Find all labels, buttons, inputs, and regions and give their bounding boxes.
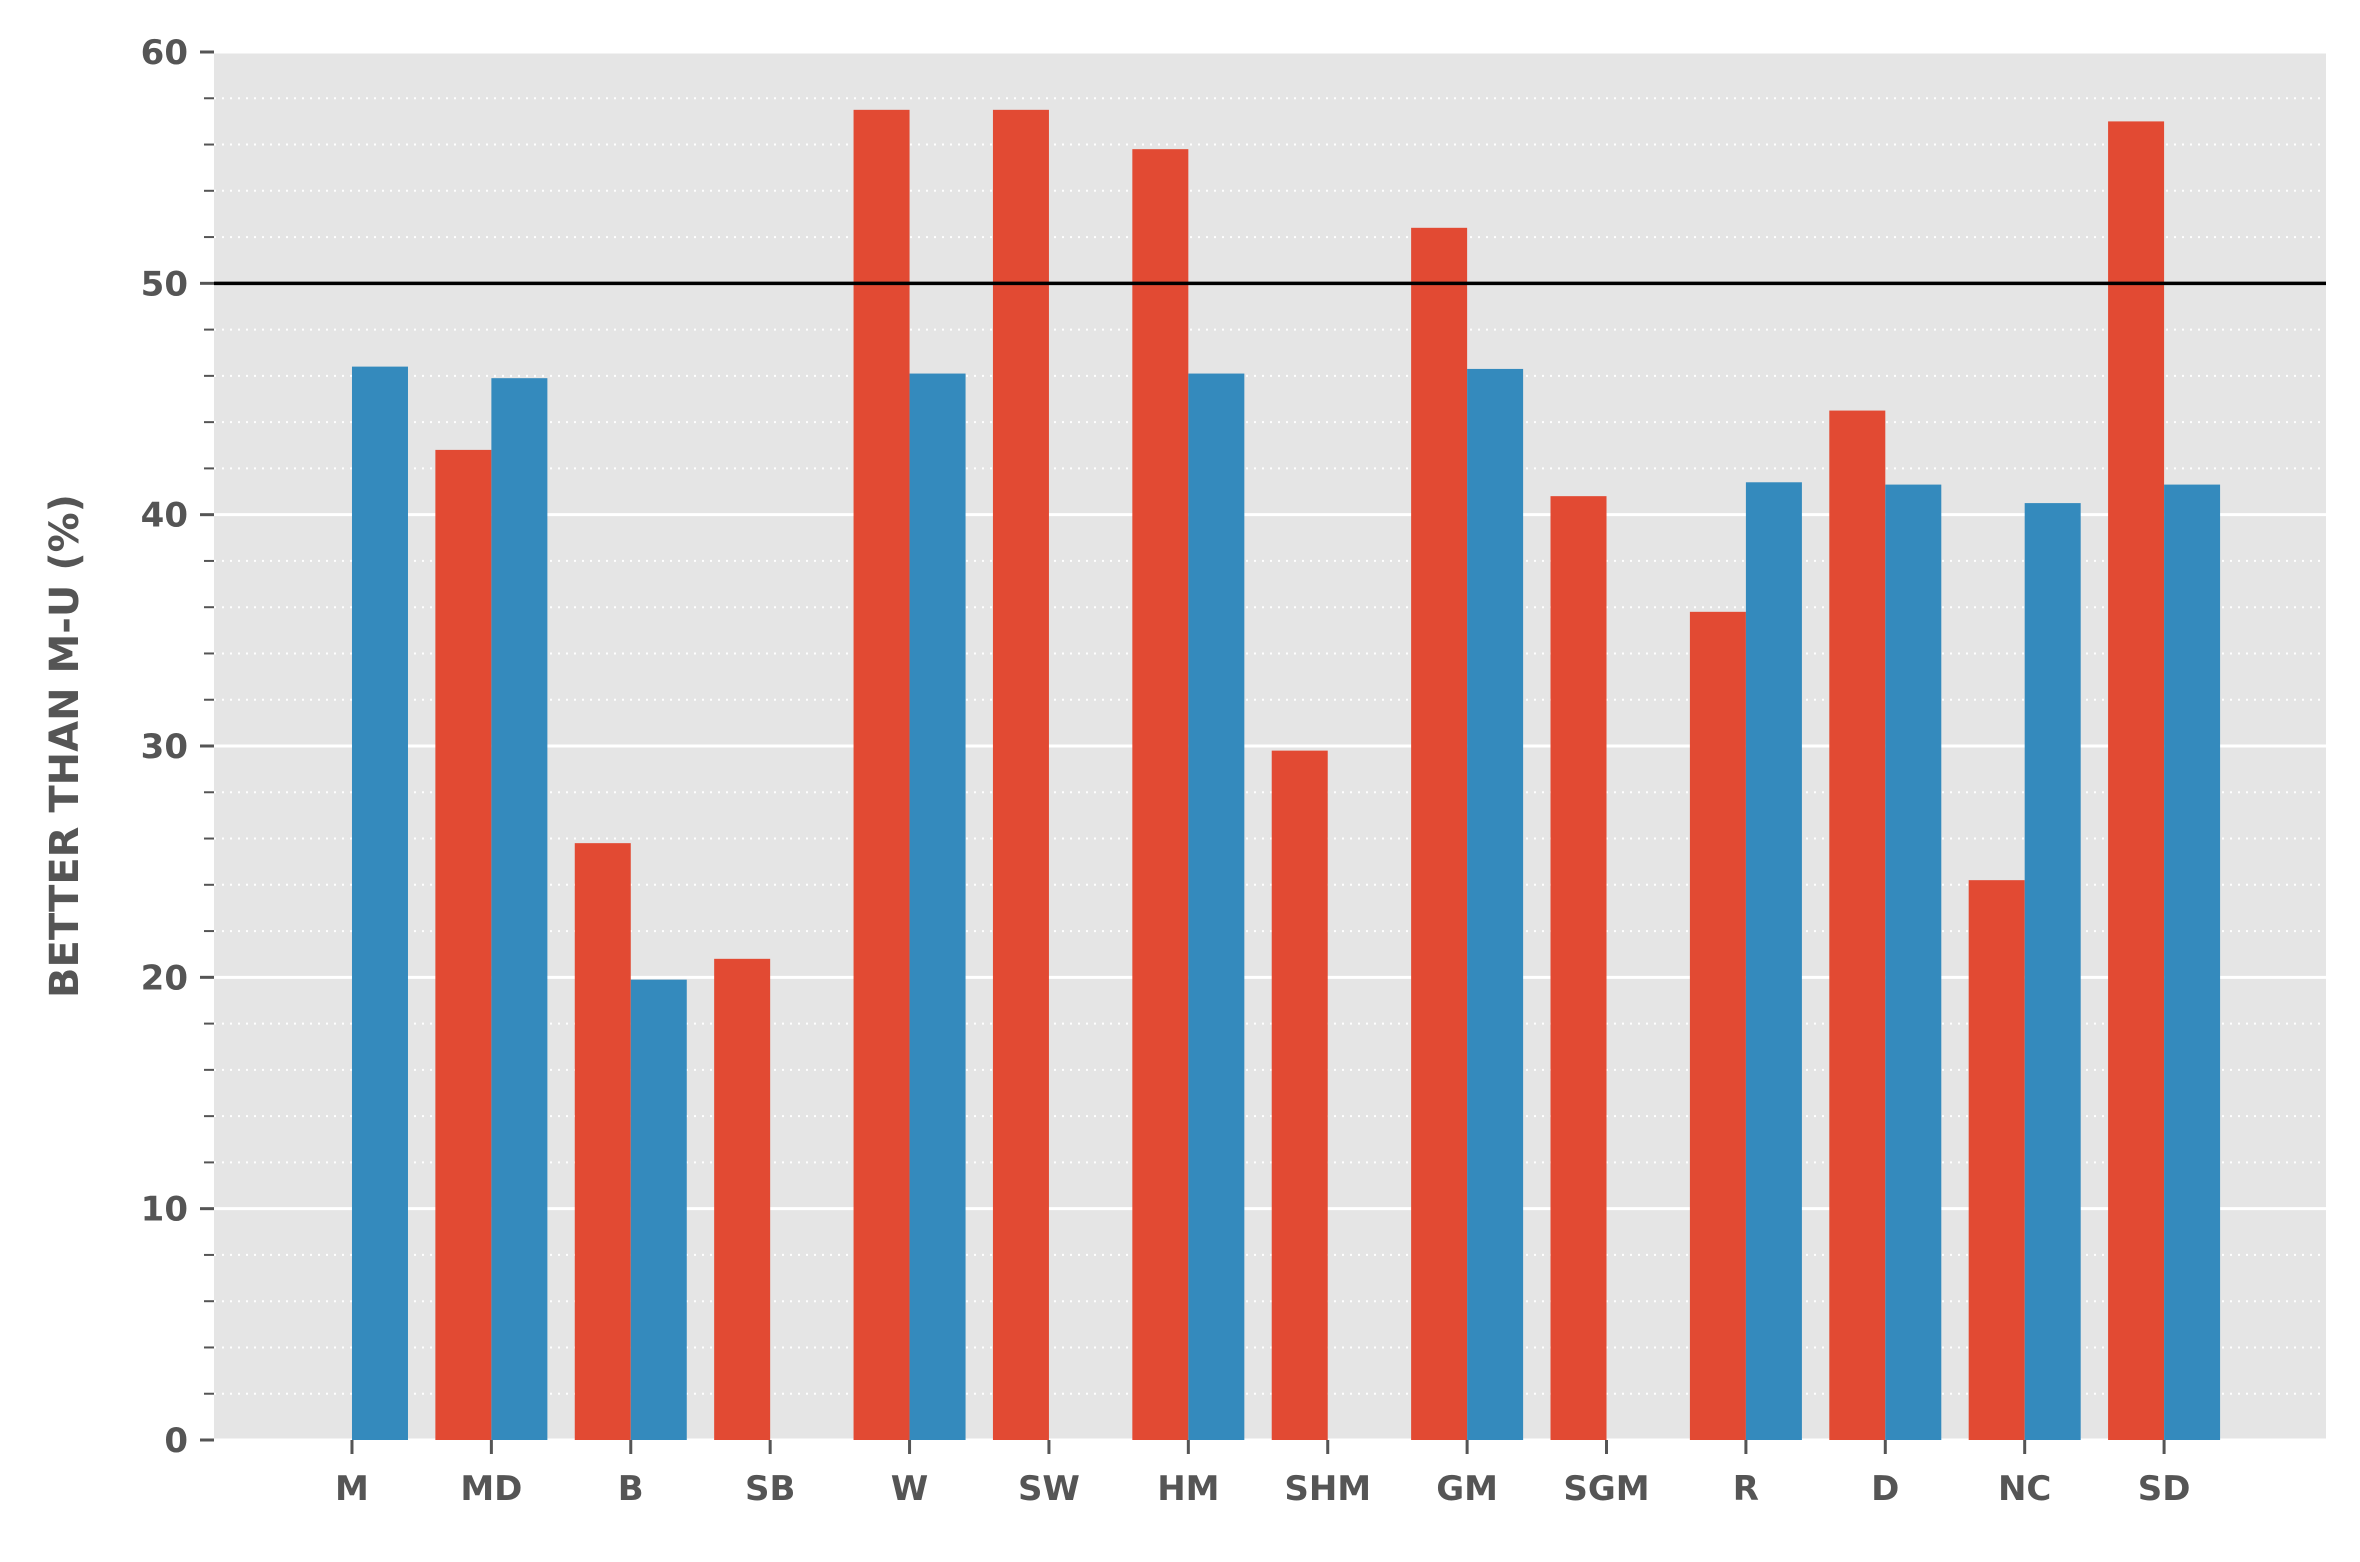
bar-w-series-1 xyxy=(853,109,910,1440)
bar-w-series-2 xyxy=(909,373,966,1440)
bar-shm-series-1 xyxy=(1271,750,1328,1440)
bar-nc-series-1 xyxy=(1968,880,2025,1440)
x-tick-label: GM xyxy=(1436,1469,1498,1509)
x-tick-label: SW xyxy=(1018,1469,1080,1509)
bar-md-series-1 xyxy=(435,449,492,1441)
y-axis-title: BETTER THAN M-U (%) xyxy=(42,494,88,998)
bar-sb-series-1 xyxy=(714,958,771,1440)
bar-sw-series-1 xyxy=(992,109,1049,1440)
bar-d-series-1 xyxy=(1829,410,1886,1441)
bar-hm-series-2 xyxy=(1188,373,1245,1440)
y-tick-label: 0 xyxy=(164,1421,188,1461)
bar-r-series-2 xyxy=(1745,482,1802,1440)
y-tick-label: 10 xyxy=(141,1190,188,1230)
x-tick-label: NC xyxy=(1998,1469,2051,1509)
y-tick-label: 40 xyxy=(141,496,188,536)
x-tick-label: D xyxy=(1871,1469,1899,1509)
bar-hm-series-1 xyxy=(1132,149,1189,1440)
x-tick-label: W xyxy=(891,1469,929,1509)
bar-b-series-2 xyxy=(630,979,687,1440)
bar-gm-series-1 xyxy=(1411,227,1468,1440)
bar-r-series-1 xyxy=(1689,611,1746,1440)
x-tick-label: B xyxy=(618,1469,644,1509)
y-tick-label: 30 xyxy=(141,727,188,767)
bar-nc-series-2 xyxy=(2024,503,2081,1441)
bar-sd-series-1 xyxy=(2108,121,2165,1440)
x-tick-label: HM xyxy=(1157,1469,1219,1509)
y-tick-label: 60 xyxy=(141,33,188,73)
bar-d-series-2 xyxy=(1885,484,1942,1440)
bar-m-series-2 xyxy=(351,366,408,1441)
x-tick-label: SB xyxy=(745,1469,795,1509)
bar-b-series-1 xyxy=(574,843,631,1440)
x-tick-label: R xyxy=(1733,1469,1759,1509)
x-tick-label: MD xyxy=(460,1469,522,1509)
x-tick-label: SHM xyxy=(1284,1469,1371,1509)
y-tick-label: 20 xyxy=(141,958,188,998)
x-tick-label: M xyxy=(335,1469,369,1509)
y-tick-label: 50 xyxy=(141,264,188,304)
x-tick-label: SGM xyxy=(1563,1469,1649,1509)
x-tick-label: SD xyxy=(2138,1469,2191,1509)
bar-sd-series-2 xyxy=(2164,484,2221,1440)
bar-gm-series-2 xyxy=(1467,368,1524,1441)
bar-sgm-series-1 xyxy=(1550,496,1607,1440)
bar-md-series-2 xyxy=(491,378,548,1441)
